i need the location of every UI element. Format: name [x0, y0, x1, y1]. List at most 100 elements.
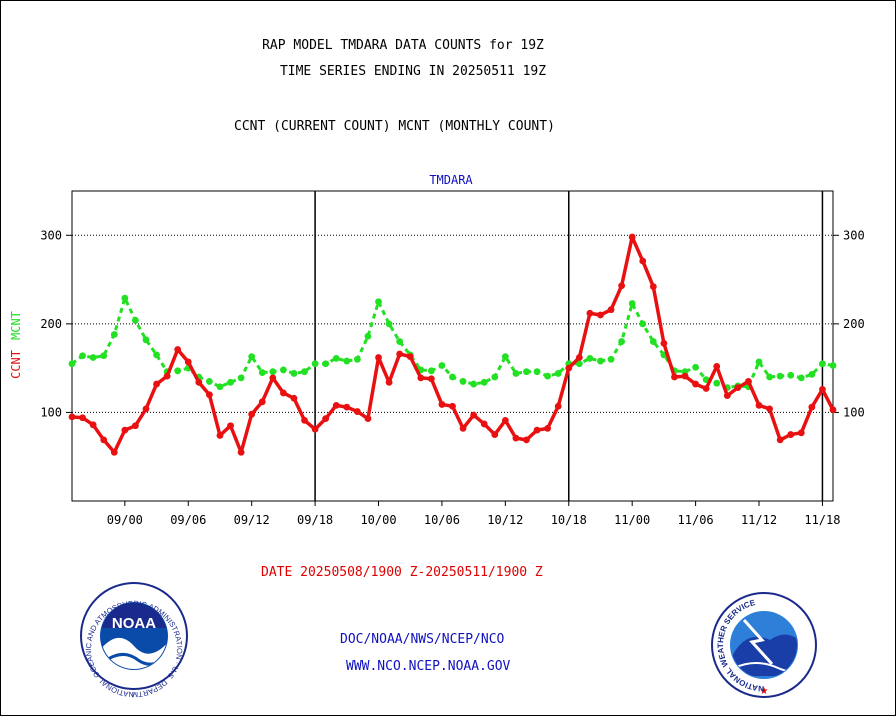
data-point-mcnt: [438, 362, 446, 369]
data-point-mcnt: [332, 355, 340, 362]
data-point-mcnt: [470, 380, 478, 388]
data-point-ccnt: [427, 375, 435, 383]
data-point-ccnt: [121, 426, 129, 434]
data-point-ccnt: [237, 448, 245, 456]
x-tick-label: 09/06: [170, 513, 206, 527]
data-point-ccnt: [322, 415, 330, 423]
y-tick-label-left-100: 100: [40, 405, 62, 419]
data-point-ccnt: [808, 403, 816, 411]
axis-layer: 100 100 200 200 300 300 09/00 09/06 09/12 09/18 10…: [40, 190, 865, 527]
data-point-ccnt: [819, 386, 826, 393]
data-point-ccnt: [745, 378, 752, 385]
data-point-ccnt: [385, 378, 393, 386]
data-point-mcnt: [797, 374, 805, 382]
data-point-ccnt: [618, 282, 626, 290]
noaa-wordmark: NOAA: [112, 615, 156, 632]
data-point-mcnt: [586, 355, 594, 362]
x-tick-label: 10/00: [360, 513, 396, 527]
data-point-ccnt: [132, 422, 139, 430]
data-point-ccnt: [153, 380, 160, 388]
series-ccnt: [68, 233, 837, 456]
data-point-mcnt: [68, 360, 76, 368]
data-point-ccnt: [544, 424, 552, 432]
data-point-ccnt: [89, 421, 97, 429]
data-point-ccnt: [195, 378, 203, 386]
data-point-ccnt: [776, 436, 784, 444]
data-point-mcnt: [353, 355, 361, 363]
data-point-mcnt: [459, 378, 467, 385]
data-point-mcnt: [776, 372, 784, 380]
data-point-ccnt: [332, 401, 340, 409]
data-point-ccnt: [142, 405, 150, 413]
data-point-ccnt: [100, 436, 108, 444]
data-point-ccnt: [734, 384, 742, 392]
data-point-mcnt: [216, 383, 224, 391]
data-point-ccnt: [216, 432, 224, 439]
data-point-mcnt: [364, 332, 372, 340]
data-point-mcnt: [301, 368, 308, 376]
svg-text:CCNTMCNT: CCNT MCNT: [9, 311, 23, 379]
data-point-mcnt: [142, 336, 150, 344]
data-point-mcnt: [554, 370, 562, 377]
y-tick-label-left-300: 300: [40, 228, 62, 242]
data-point-mcnt: [206, 378, 213, 385]
y-tick-label-left-200: 200: [40, 317, 62, 331]
data-point-ccnt: [533, 426, 541, 434]
data-point-mcnt: [480, 378, 488, 386]
date-range-label: DATE 20250508/1900 Z-20250511/1900 Z: [261, 565, 543, 580]
data-point-ccnt: [649, 283, 657, 291]
data-point-mcnt: [110, 331, 118, 338]
data-point-mcnt: [237, 374, 245, 382]
data-point-ccnt: [660, 339, 668, 347]
data-point-ccnt: [301, 417, 308, 424]
data-point-mcnt: [819, 360, 826, 368]
data-point-mcnt: [89, 354, 97, 361]
y-axis-label-ccnt: CCNT: [9, 350, 23, 379]
y-axis-label-mcnt: MCNT: [9, 311, 23, 340]
data-point-mcnt: [692, 363, 699, 371]
data-point-ccnt: [364, 415, 372, 423]
data-point-ccnt: [755, 401, 763, 409]
data-point-ccnt: [449, 402, 456, 410]
data-point-ccnt: [470, 411, 478, 419]
data-point-ccnt: [501, 417, 509, 424]
data-point-mcnt: [375, 298, 382, 306]
data-point-ccnt: [575, 354, 583, 361]
data-point-ccnt: [184, 358, 192, 366]
data-point-ccnt: [110, 448, 118, 456]
data-point-mcnt: [248, 353, 256, 361]
y-axis-label: CCNT MCNT: [9, 311, 23, 379]
plot-frame: [71, 190, 834, 502]
data-point-ccnt: [206, 391, 213, 399]
data-point-mcnt: [269, 368, 277, 376]
data-point-ccnt: [279, 389, 287, 397]
data-point-mcnt: [491, 373, 499, 381]
data-point-ccnt: [692, 380, 699, 388]
x-tick-label: 09/18: [297, 513, 333, 527]
data-point-mcnt: [121, 294, 129, 302]
data-point-mcnt: [597, 357, 604, 365]
data-point-mcnt: [829, 362, 837, 369]
noaa-logo: NOAA NATIONAL OCEANIC AND ATMOSPHERIC AD…: [0, 0, 188, 699]
data-point-mcnt: [279, 366, 287, 374]
data-point-mcnt: [227, 378, 234, 386]
data-point-mcnt: [132, 316, 139, 324]
y-tick-label-right-300: 300: [843, 228, 865, 242]
data-point-mcnt: [766, 373, 773, 381]
data-point-ccnt: [681, 372, 689, 380]
data-point-ccnt: [628, 233, 636, 241]
data-point-ccnt: [438, 401, 446, 408]
data-point-mcnt: [100, 352, 108, 360]
data-point-mcnt: [512, 370, 520, 377]
data-point-ccnt: [375, 354, 382, 361]
nco-website-link[interactable]: WWW.NCO.NCEP.NOAA.GOV: [346, 659, 511, 674]
data-point-mcnt: [533, 368, 541, 376]
data-point-ccnt: [523, 436, 530, 444]
series-legend-line: CCNT (CURRENT COUNT) MCNT (MONTHLY COUNT…: [234, 119, 555, 134]
data-point-ccnt: [639, 257, 647, 265]
doc-noaa-link[interactable]: DOC/NOAA/NWS/NCEP/NCO: [340, 632, 505, 647]
data-point-mcnt: [787, 371, 795, 379]
x-tick-label: 10/06: [424, 513, 460, 527]
data-point-mcnt: [501, 353, 509, 361]
